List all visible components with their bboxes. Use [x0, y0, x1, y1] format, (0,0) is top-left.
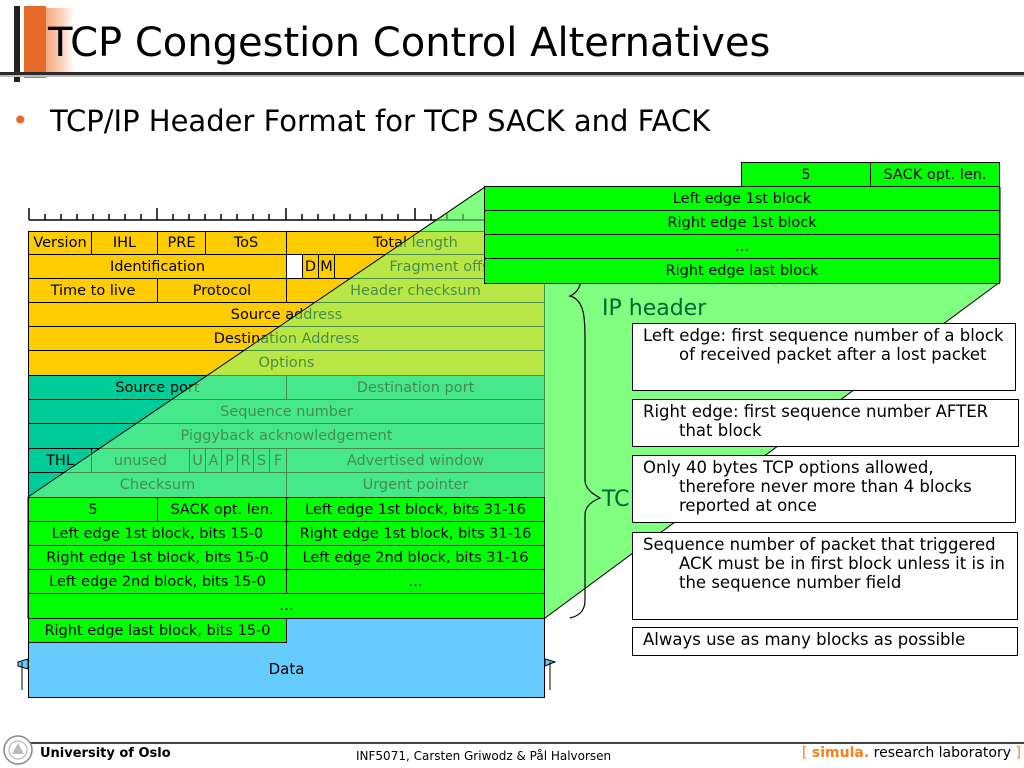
field-options: Options — [28, 350, 545, 376]
flag-fin: F — [269, 448, 287, 473]
bracket-close: ] — [1015, 745, 1021, 761]
bullet-dot-icon: • — [12, 104, 29, 137]
ip-header-label: IP header — [602, 296, 707, 321]
zoom-ellipsis: … — [484, 234, 1000, 259]
flag-psh: P — [221, 448, 238, 473]
crest-icon — [3, 735, 33, 765]
sack-left2-high: Left edge 2nd block, bits 31-16 — [286, 545, 545, 570]
field-unused: unused — [91, 448, 190, 473]
field-source-address: Source address — [28, 302, 545, 327]
field-thl: THL — [28, 448, 92, 473]
title-divider — [0, 72, 1024, 75]
flag-df: D — [302, 254, 319, 279]
zoom-option-length: SACK opt. len. — [870, 162, 1000, 187]
title-accent-block — [24, 6, 46, 78]
note-many-blocks: Always use as many blocks as possible — [632, 627, 1018, 656]
field-version: Version — [28, 231, 92, 255]
flag-rst: R — [237, 448, 254, 473]
title-divider-shadow — [0, 75, 1024, 77]
footer-course: INF5071, Carsten Griwodz & Pål Halvorsen — [356, 749, 612, 763]
tcp-header-label: TC — [602, 487, 630, 512]
footer-university: University of Oslo — [40, 746, 171, 761]
title-accent-bar — [14, 6, 20, 82]
note-40-bytes: Only 40 bytes TCP options allowed, there… — [632, 455, 1016, 523]
sack-right1-high: Right edge 1st block, bits 31-16 — [286, 521, 545, 546]
sack-kind: 5 — [28, 497, 158, 522]
field-advertised-window: Advertised window — [286, 448, 545, 473]
field-ihl: IHL — [91, 231, 158, 255]
field-checksum: Checksum — [28, 472, 287, 498]
field-tos: ToS — [205, 231, 287, 255]
footer-divider — [30, 742, 1024, 744]
sack-left1-low: Left edge 1st block, bits 15-0 — [28, 521, 287, 546]
brace — [568, 261, 602, 619]
bracket-open: [ — [802, 745, 808, 761]
simula-brand: simula — [811, 745, 864, 761]
flag-syn: S — [253, 448, 270, 473]
note-right-edge: Right edge: first sequence number AFTER … — [632, 399, 1019, 447]
field-destination-address: Destination Address — [28, 326, 545, 351]
sack-right-last-low: Right edge last block, bits 15-0 — [28, 618, 287, 643]
zoom-left-edge-1st: Left edge 1st block — [484, 186, 1000, 211]
flag-urg: U — [189, 448, 206, 473]
field-identification: Identification — [28, 254, 287, 279]
sack-option-length: SACK opt. len. — [157, 497, 287, 522]
footer-simula-logo: [ simula. research laboratory ] — [802, 745, 1021, 761]
brand-dot: . — [863, 745, 870, 761]
slide-title: TCP Congestion Control Alternatives — [48, 20, 771, 66]
sack-left1-high: Left edge 1st block, bits 31-16 — [286, 497, 545, 522]
field-pre: PRE — [157, 231, 206, 255]
flag-mf: M — [318, 254, 335, 279]
sack-left2-low: Left edge 2nd block, bits 15-0 — [28, 569, 287, 594]
field-source-port: Source port — [28, 375, 287, 400]
sack-ellipsis-right: … — [286, 569, 545, 594]
flag-ack: A — [205, 448, 222, 473]
research-lab-text: research laboratory — [873, 745, 1012, 761]
data-label: Data — [268, 660, 305, 678]
field-ttl: Time to live — [28, 278, 158, 303]
note-first-block: Sequence number of packet that triggered… — [632, 532, 1018, 620]
note-left-edge: Left edge: first sequence number of a bl… — [632, 323, 1016, 391]
field-sequence-number: Sequence number — [28, 399, 545, 424]
sack-right1-low: Right edge 1st block, bits 15-0 — [28, 545, 287, 570]
field-protocol: Protocol — [157, 278, 287, 303]
field-destination-port: Destination port — [286, 375, 545, 400]
sack-ellipsis-row: … — [28, 593, 545, 619]
field-urgent-pointer: Urgent pointer — [286, 472, 545, 498]
zoom-right-edge-1st: Right edge 1st block — [484, 210, 1000, 235]
field-ack-number: Piggyback acknowledgement — [28, 423, 545, 449]
zoom-right-edge-last: Right edge last block — [484, 258, 1000, 284]
zoom-kind: 5 — [741, 162, 871, 187]
bullet-text: TCP/IP Header Format for TCP SACK and FA… — [50, 104, 711, 138]
data-handles — [17, 658, 557, 690]
